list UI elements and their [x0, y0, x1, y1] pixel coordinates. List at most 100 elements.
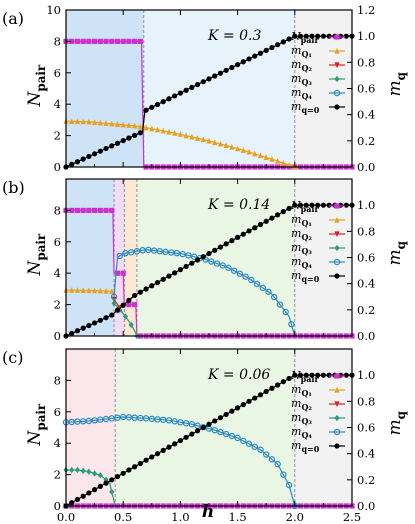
data-point-m_Q4: [188, 421, 196, 428]
data-point-m_q=0: [154, 279, 161, 286]
data-point-N_pair: [132, 38, 138, 44]
panel-b: 0 2 4 6 8 0.0 0.2 0.4 0.6 0.8 1.0 Npair mq (b) K = 0.1…: [2, 178, 408, 343]
data-point-m_q=0: [103, 480, 109, 486]
left-tick-label: 0: [54, 329, 61, 343]
data-point-N_pair: [109, 207, 115, 213]
right-tick-label: 0.4: [357, 277, 375, 291]
right-tick-label: 0.2: [357, 134, 375, 148]
data-point-m_q=0: [223, 241, 229, 247]
data-point-m_Q4: [242, 273, 249, 280]
data-point-m_q=0: [172, 93, 178, 99]
left-tick-label: 4: [54, 266, 61, 280]
data-point-m_q=0: [320, 372, 326, 378]
data-point-m_Q3: [122, 313, 129, 320]
data-point-m_q=0: [109, 477, 115, 483]
left-tick-label: 8: [54, 203, 61, 217]
left-tick-label: 6: [54, 235, 61, 249]
data-point-N_pair: [69, 207, 75, 213]
data-point-m_q=0: [177, 267, 183, 273]
data-point-m_q=0: [303, 33, 309, 39]
legend-marker-m_Q3: [334, 244, 340, 252]
right-axis-label: mq: [385, 410, 408, 435]
data-point-m_q=0: [69, 500, 75, 506]
data-point-m_q=0: [92, 487, 98, 493]
data-point-m_Q1: [149, 125, 155, 132]
phase-region: [294, 349, 352, 506]
legend-label-m_Q1: mQ₁: [291, 213, 312, 228]
data-point-m_q=0: [114, 307, 121, 313]
data-point-m_q=0: [183, 87, 189, 93]
data-point-m_Q4: [265, 288, 272, 295]
data-point-m_Q4: [276, 301, 284, 308]
data-point-m_q=0: [257, 50, 264, 56]
data-point-m_Q3: [111, 300, 117, 307]
data-point-m_q=0: [86, 322, 92, 329]
left-tick-label: 4: [54, 436, 61, 450]
data-point-m_q=0: [194, 81, 201, 88]
legend-label-m_Q1: mQ₁: [291, 44, 312, 59]
data-point-m_q=0: [309, 372, 315, 378]
data-point-N_pair: [114, 38, 121, 44]
panel-label: (a): [2, 9, 24, 28]
data-point-m_Q4: [211, 426, 218, 434]
data-point-m_q=0: [297, 202, 304, 208]
data-point-m_q=0: [263, 218, 269, 224]
data-point-m_q=0: [315, 33, 321, 39]
left-axis-label: Npair: [25, 403, 48, 446]
data-point-m_Q4: [259, 284, 266, 292]
panel-title: K = 0.3: [207, 28, 261, 44]
data-point-m_Q1: [109, 288, 115, 295]
data-point-m_Q4: [257, 446, 264, 453]
data-point-m_Q1: [183, 132, 189, 139]
right-tick-label: 0.2: [357, 303, 375, 317]
legend-label-m_Q2: mQ₂: [291, 58, 312, 73]
x-tick-label: 1.5: [228, 510, 246, 524]
data-point-N_pair: [74, 38, 81, 44]
data-point-m_Q4: [263, 451, 270, 458]
data-point-m_Q1: [280, 159, 286, 166]
data-point-m_Q1: [240, 147, 246, 153]
legend-marker-m_Q4: [333, 258, 341, 266]
right-axis-label: mq: [385, 71, 408, 96]
data-point-m_Q1: [263, 154, 269, 160]
data-point-m_Q1: [86, 287, 92, 294]
data-point-m_Q3: [74, 466, 81, 474]
data-point-m_q=0: [257, 392, 264, 398]
legend-label-m_Q4: mQ₄: [291, 255, 312, 270]
phase-region: [66, 179, 115, 336]
data-point-m_q=0: [297, 372, 304, 378]
data-point-m_q=0: [137, 460, 143, 467]
data-point-N_pair: [132, 302, 138, 308]
right-tick-label: 0.6: [357, 82, 375, 96]
data-point-m_q=0: [120, 470, 126, 476]
x-tick-label: 0.5: [114, 510, 132, 524]
data-point-m_q=0: [235, 405, 241, 411]
data-point-m_q=0: [183, 434, 189, 440]
panel-a: 0 2 4 6 8 10 0.0 0.2 0.4 0.6 0.8 1.0 1.2 Npair mq (a) K …: [2, 3, 408, 174]
data-point-m_q=0: [74, 328, 81, 334]
data-point-m_Q1: [200, 136, 206, 143]
right-tick-label: 0.4: [357, 447, 375, 461]
data-point-m_Q4: [128, 249, 135, 256]
legend-marker-N_pair: [334, 373, 340, 379]
panel-c: 0.0 0.5 1.0 1.5 2.0 2.5 0 2 4 6 8 0.0 0.2 0.4 0.6 0.8 1.…: [2, 348, 408, 524]
right-tick-label: 1.0: [357, 198, 375, 212]
data-point-m_q=0: [212, 418, 218, 424]
legend-label-N_pair: Npair: [290, 30, 319, 45]
data-point-m_Q4: [230, 267, 238, 274]
legend-label-m_Q4: mQ₄: [291, 425, 312, 440]
data-point-m_Q1: [86, 118, 92, 125]
data-point-m_q=0: [74, 159, 81, 165]
data-point-m_Q1: [286, 161, 292, 168]
phase-region: [294, 10, 352, 167]
data-point-N_pair: [126, 302, 132, 308]
right-tick-label: 0.0: [357, 329, 375, 343]
phase-region: [294, 179, 352, 336]
data-point-m_q=0: [257, 221, 264, 228]
data-point-m_Q4: [219, 262, 226, 269]
right-tick-label: 0.4: [357, 108, 375, 122]
data-point-m_q=0: [229, 408, 235, 414]
data-point-m_q=0: [280, 209, 286, 215]
data-point-m_Q1: [80, 118, 86, 125]
